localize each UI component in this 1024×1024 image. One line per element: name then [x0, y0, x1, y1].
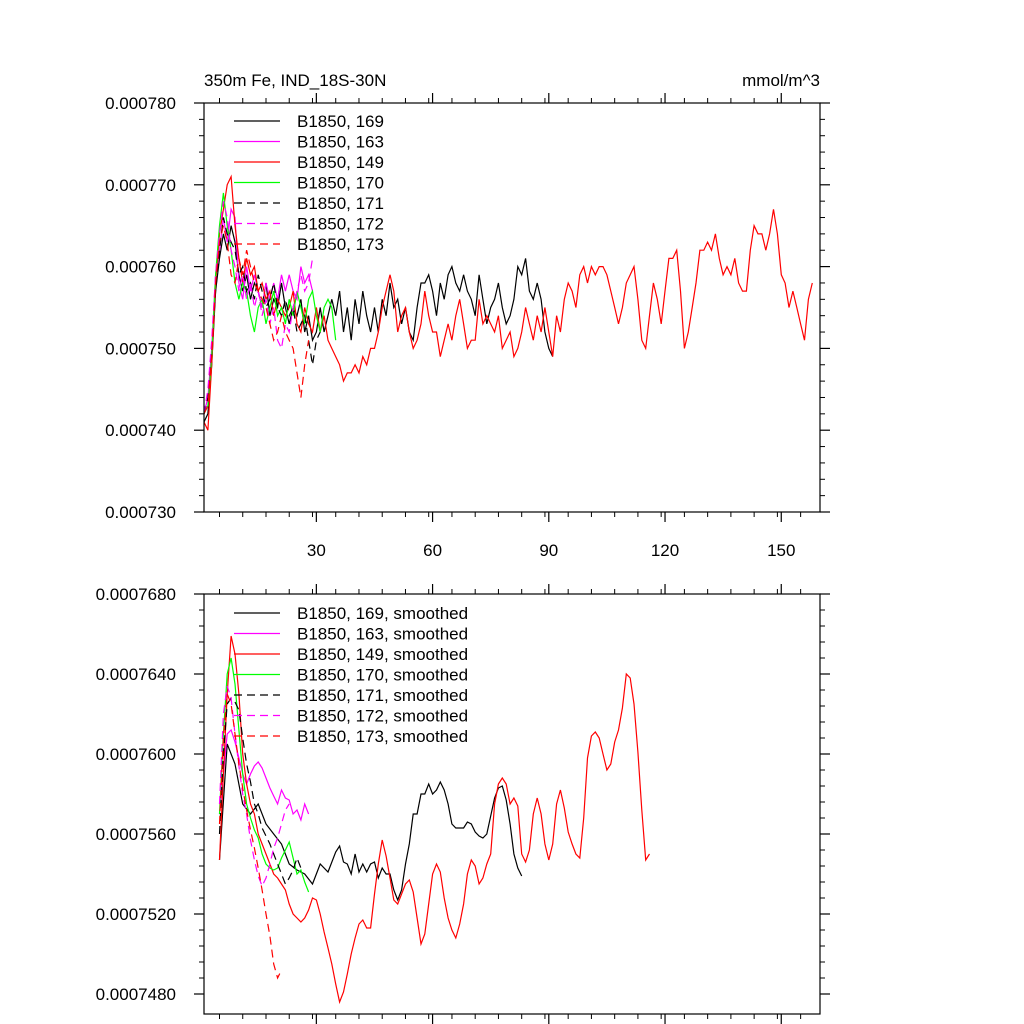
bottom-panel-frame — [203, 593, 821, 1015]
series-line-5 — [203, 217, 321, 414]
x-tick-label: 60 — [423, 541, 442, 560]
series-line-1 — [218, 743, 523, 902]
x-tick-label: 90 — [539, 541, 558, 560]
series-line-6 — [218, 685, 290, 888]
y-tick-label: 0.000730 — [105, 503, 176, 522]
y-tick-label: 0.0007600 — [96, 745, 176, 764]
legend-label: B1850, 171 — [297, 194, 384, 213]
units-label: mmol/m^3 — [742, 71, 820, 90]
bottom-panel-legend: B1850, 169, smoothed B1850, 163, smoothed… — [234, 604, 468, 746]
y-tick-label: 0.000780 — [105, 94, 176, 113]
legend-label: B1850, 170 — [297, 174, 384, 193]
series-line-4 — [218, 657, 310, 893]
top-panel-ticks — [194, 93, 830, 522]
y-tick-label: 0.0007520 — [96, 905, 176, 924]
x-tick-label: 150 — [767, 541, 795, 560]
series-line-3 — [203, 174, 813, 431]
series-line-2 — [218, 728, 310, 823]
legend-label: B1850, 172, smoothed — [297, 707, 468, 726]
y-tick-label: 0.000750 — [105, 339, 176, 358]
top-panel-series — [203, 174, 813, 431]
series-line-3 — [218, 635, 651, 1005]
legend-label: B1850, 170, smoothed — [297, 666, 468, 685]
legend-label: B1850, 171, smoothed — [297, 686, 468, 705]
bottom-panel-ticks — [194, 584, 830, 1024]
bottom-panel-series — [218, 635, 651, 1005]
y-tick-label: 0.0007560 — [96, 825, 176, 844]
legend-label: B1850, 149, smoothed — [297, 645, 468, 664]
legend-label: B1850, 172 — [297, 215, 384, 234]
legend-label: B1850, 169 — [297, 112, 384, 131]
legend-label: B1850, 173, smoothed — [297, 727, 468, 746]
legend-label: B1850, 173 — [297, 235, 384, 254]
legend-label: B1850, 163 — [297, 133, 384, 152]
bottom-panel: 0.0007480 0.0007520 0.0007560 0.0007600 0.00… — [96, 584, 830, 1024]
top-panel-frame — [203, 102, 821, 513]
y-tick-label: 0.000740 — [105, 421, 176, 440]
legend-label: B1850, 163, smoothed — [297, 625, 468, 644]
y-tick-label: 0.0007480 — [96, 985, 176, 1004]
series-line-7 — [203, 225, 310, 415]
x-tick-label: 120 — [651, 541, 679, 560]
y-tick-label: 0.000760 — [105, 258, 176, 277]
top-panel-x-tick-labels: 30 60 90 120 150 — [307, 541, 796, 560]
top-panel: 350m Fe, IND_18S-30N mmol/m^3 0.0007300.… — [105, 71, 830, 560]
series-line-5 — [218, 697, 302, 886]
legend-label: B1850, 149 — [297, 153, 384, 172]
bottom-panel-y-tick-labels: 0.0007480 0.0007520 0.0007560 0.0007600 0.00… — [96, 585, 176, 1004]
x-tick-label: 30 — [307, 541, 326, 560]
series-line-7 — [218, 693, 283, 980]
y-tick-label: 0.0007640 — [96, 665, 176, 684]
y-tick-label: 0.0007680 — [96, 585, 176, 604]
chart-title: 350m Fe, IND_18S-30N — [204, 71, 386, 90]
y-tick-label: 0.000770 — [105, 176, 176, 195]
series-line-4 — [203, 192, 337, 415]
top-panel-y-tick-labels: 0.000730 0.000740 0.000750 0.000760 0.000770… — [105, 94, 176, 522]
legend-label: B1850, 169, smoothed — [297, 604, 468, 623]
